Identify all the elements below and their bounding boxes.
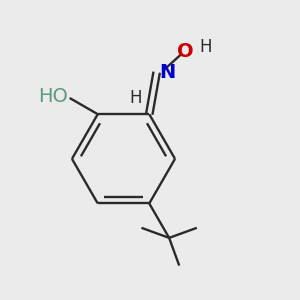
Text: H: H [200, 38, 212, 56]
Text: H: H [129, 89, 142, 107]
Text: N: N [160, 63, 176, 82]
Text: O: O [177, 42, 194, 62]
Text: HO: HO [38, 87, 68, 106]
